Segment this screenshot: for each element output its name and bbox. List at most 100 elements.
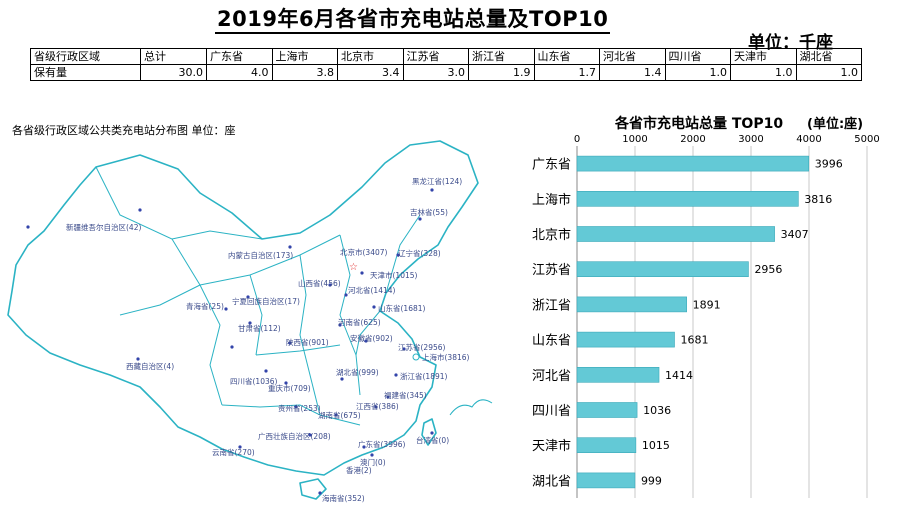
summary-value-cell: 1.0: [730, 64, 797, 81]
map-label: 台湾省(0): [416, 435, 449, 445]
chart-value-label: 3407: [781, 228, 809, 241]
summary-header-cell: 广东省: [206, 48, 273, 65]
summary-value-cell: 3.0: [402, 64, 469, 81]
summary-header-cell: 江苏省: [402, 48, 469, 65]
map-label: 内蒙古自治区(173): [228, 250, 293, 260]
chart-title: 各省市充电站总量 TOP10: [614, 115, 783, 132]
map-label: 香港(2): [346, 465, 372, 475]
chart-tick-label: 0: [574, 134, 580, 145]
chart-value-label: 2956: [754, 263, 782, 276]
chart-value-label: 1681: [680, 334, 708, 347]
summary-value-cell: 1.9: [468, 64, 535, 81]
summary-value-cell: 3.8: [271, 64, 338, 81]
chart-bar: [576, 331, 675, 348]
map-label: 山东省(1681): [378, 303, 426, 313]
map-caption: 各省级行政区域公共类充电站分布图 单位：座: [12, 124, 236, 137]
map-label: 福建省(345): [384, 390, 427, 400]
summary-value-cell: 1.0: [795, 64, 862, 81]
summary-value-row: 保有量 30.0 4.0 3.8 3.4 3.0 1.9 1.7 1.4 1.0…: [30, 64, 862, 81]
chart-unit-label: (单位:座): [807, 116, 863, 132]
summary-header-cell: 浙江省: [468, 48, 535, 65]
map-label: 吉林省(55): [410, 207, 448, 217]
chart-category-label: 北京市: [532, 227, 571, 243]
shanghai-marker: [412, 353, 420, 361]
chart-value-label: 3996: [815, 158, 843, 171]
chart-bar: [576, 366, 660, 383]
summary-value-cell: 1.0: [664, 64, 731, 81]
chart-bar: [576, 296, 687, 313]
chart-category-label: 江苏省: [532, 262, 571, 278]
summary-header-cell: 北京市: [337, 48, 404, 65]
summary-header-cell: 天津市: [730, 48, 797, 65]
summary-header-cell: 河北省: [599, 48, 666, 65]
map-label: 海南省(352): [322, 493, 365, 503]
chart-value-label: 3816: [804, 193, 832, 206]
map-label: 北京市(3407): [340, 247, 388, 257]
map-label: 河北省(1414): [348, 285, 396, 295]
map-label: 四川省(1036): [230, 376, 278, 386]
map-label: 辽宁省(328): [398, 248, 441, 258]
map-label: 广西壮族自治区(208): [258, 431, 331, 441]
summary-header-cell: 四川省: [664, 48, 731, 65]
summary-header-cell: 湖北省: [795, 48, 862, 65]
summary-header-row: 省级行政区域 总计 广东省 上海市 北京市 江苏省 浙江省 山东省 河北省 四川…: [30, 48, 862, 65]
summary-header-cell: 上海市: [271, 48, 338, 65]
summary-header-cell: 省级行政区域: [30, 48, 141, 65]
lake-outline: [449, 399, 493, 416]
map-label: 上海市(3816): [422, 352, 470, 362]
chart-bar: [576, 402, 638, 418]
chart-value-label: 1414: [665, 369, 693, 382]
summary-value-cell: 30.0: [140, 64, 207, 81]
map-label: 西藏自治区(4): [126, 361, 174, 371]
map-dots: [26, 188, 434, 495]
chart-bar: [576, 191, 799, 207]
chart-bar: [576, 226, 775, 242]
summary-table: 省级行政区域 总计 广东省 上海市 北京市 江苏省 浙江省 山东省 河北省 四川…: [30, 48, 862, 81]
top10-bar-chart: 各省市充电站总量 TOP10 (单位:座) 0 1000 2000 3000 4000 5…: [532, 115, 880, 498]
map-label: 湖北省(999): [336, 367, 379, 377]
map-label: 天津市(1015): [370, 270, 418, 280]
china-mainland-outline: [7, 140, 479, 476]
map-label: 湖南省(675): [318, 410, 361, 420]
chart-tick-label: 5000: [854, 134, 879, 145]
summary-header-cell: 总计: [140, 48, 207, 65]
chart-value-labels: 3996 3816 3407 2956 1891 1681 1414 1036 1015 999: [641, 158, 843, 488]
chart-category-label: 山东省: [532, 334, 571, 349]
map-label: 澳门(0): [360, 457, 386, 467]
map-label: 江西省(386): [356, 401, 399, 411]
chart-tick-label: 3000: [738, 134, 763, 145]
chart-bar: [576, 437, 637, 454]
summary-value-cell: 1.4: [599, 64, 666, 81]
summary-value-cell: 1.7: [533, 64, 600, 81]
map-label: 重庆市(709): [268, 383, 311, 393]
page-title: 2019年6月各省市充电站总量及TOP10: [215, 6, 611, 34]
map-label: 河南省(625): [338, 317, 381, 327]
chart-category-label: 湖北省: [532, 474, 571, 489]
map-label: 贵州省(253): [278, 403, 321, 413]
taiwan-outline: [421, 418, 437, 446]
map-label: 广东省(3996): [358, 439, 406, 449]
map-label: 甘肃省(112): [238, 323, 281, 333]
map-label: 山西省(456): [298, 278, 341, 288]
chart-tick-labels: 0 1000 2000 3000 4000 5000: [574, 134, 880, 145]
chart-value-label: 1891: [693, 298, 721, 311]
chart-category-label: 天津市: [532, 438, 571, 454]
map-label: 江苏省(2956): [398, 342, 446, 352]
chart-value-label: 999: [641, 474, 662, 487]
summary-value-cell: 4.0: [206, 64, 273, 81]
map-label: 新疆维吾尔自治区(42): [66, 222, 141, 232]
summary-value-cell: 3.4: [337, 64, 404, 81]
summary-row-label: 保有量: [30, 64, 141, 81]
map-label: 青海省(25): [186, 301, 224, 311]
chart-bar: [576, 261, 749, 277]
summary-header-cell: 山东省: [533, 48, 600, 65]
chart-tick-label: 4000: [796, 134, 821, 145]
chart-category-label: 四川省: [532, 404, 571, 419]
map-label: 宁夏回族自治区(17): [232, 296, 300, 306]
capital-star-icon: ☆: [349, 262, 358, 273]
province-borders: [95, 166, 421, 426]
chart-tick-label: 1000: [622, 134, 647, 145]
chart-category-label: 广东省: [532, 158, 571, 173]
map-label: 云南省(270): [212, 447, 255, 457]
